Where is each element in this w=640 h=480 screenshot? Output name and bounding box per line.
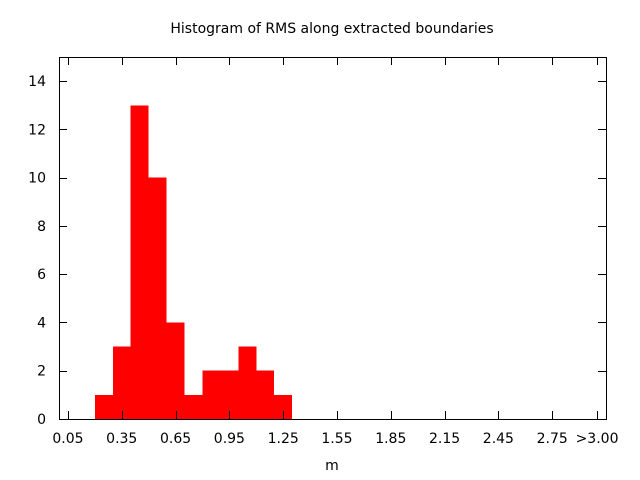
histogram-bar [112, 346, 131, 419]
histogram-bars [94, 105, 293, 420]
histogram-bar [148, 177, 167, 419]
y-tick-label: 12 [28, 122, 46, 138]
histogram-bar [238, 346, 257, 419]
x-tick-label: 0.95 [214, 431, 245, 447]
histogram-bar [274, 394, 293, 419]
x-tick-label: 1.25 [268, 431, 299, 447]
x-tick-label: 0.35 [106, 431, 137, 447]
x-axis-label: m [325, 458, 339, 474]
histogram-bar [94, 394, 113, 419]
x-tick-label: >3.00 [576, 431, 619, 447]
x-tick-label: 1.55 [321, 431, 352, 447]
x-tick-label: 0.05 [52, 431, 83, 447]
histogram-bar [130, 105, 149, 420]
histogram-bar [256, 370, 275, 419]
y-tick-label: 10 [28, 171, 46, 187]
histogram-bar [220, 370, 239, 419]
x-tick-label: 1.85 [375, 431, 406, 447]
x-tick-label: 2.45 [483, 431, 514, 447]
histogram-bar [202, 370, 221, 419]
histogram-bar [166, 322, 185, 419]
y-tick-label: 4 [37, 315, 46, 331]
y-tick-label: 8 [37, 219, 46, 235]
x-tick-label: 2.15 [429, 431, 460, 447]
y-tick-label: 2 [37, 364, 46, 380]
histogram-bar [184, 394, 203, 419]
plot-frame [59, 57, 607, 420]
y-tick-label: 14 [28, 74, 46, 90]
x-tick-label: 0.65 [160, 431, 191, 447]
axes: 0 2 4 6 8 10 12 14 0.05 0.35 0.65 0.95 1.25 1.55 1.85 2… [28, 57, 618, 447]
y-tick-label: 6 [37, 267, 46, 283]
chart-title: Histogram of RMS along extracted boundar… [170, 21, 493, 37]
x-tick-label: 2.75 [537, 431, 568, 447]
y-tick-label: 0 [37, 412, 46, 428]
